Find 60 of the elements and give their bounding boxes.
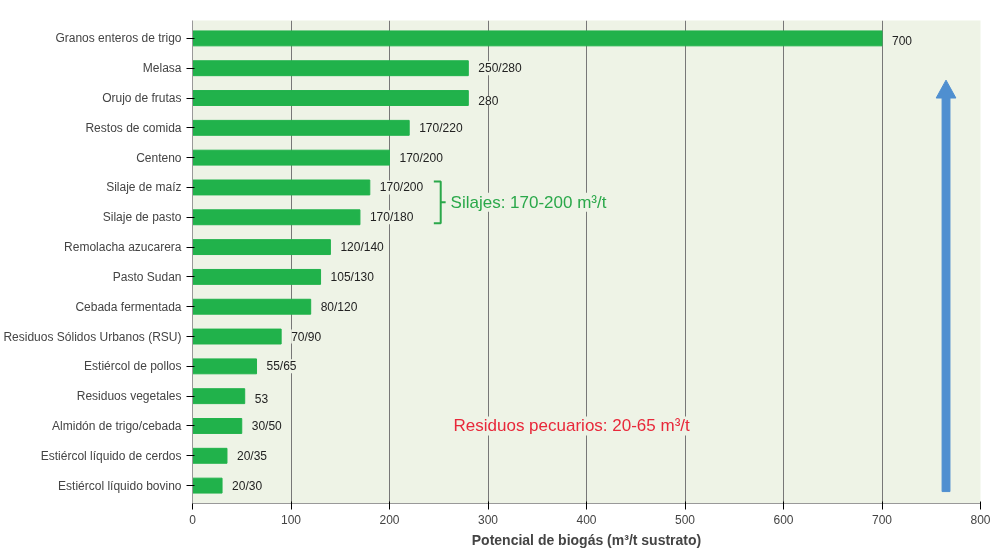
x-tick-label: 700 — [871, 512, 893, 527]
x-axis-title: Potencial de biogás (m³/t sustrato) — [471, 531, 702, 548]
annotation: Silajes: 170-200 m³/t — [450, 192, 607, 212]
data-label: 105/130 — [330, 269, 375, 284]
annotation: Residuos pecuarios: 20-65 m³/t — [453, 416, 691, 436]
data-label: 170/200 — [399, 150, 444, 165]
bar — [192, 209, 361, 226]
bar — [192, 328, 282, 345]
data-label: 170/180 — [369, 210, 414, 225]
x-tick-label: 200 — [379, 512, 400, 527]
y-tick-label: Remolacha azucarera — [64, 240, 182, 255]
data-label: 20/30 — [232, 478, 263, 493]
y-tick-label: Almidón de trigo/cebada — [52, 418, 182, 433]
y-tick-label: Pasto Sudan — [112, 269, 182, 284]
bar — [192, 90, 469, 106]
data-label: 280 — [478, 94, 499, 109]
bar — [192, 388, 246, 405]
x-tick-label: 300 — [477, 512, 499, 527]
bar — [192, 60, 469, 77]
bar — [192, 149, 390, 166]
data-label: 120/140 — [340, 240, 385, 255]
y-tick-label: Orujo de frutas — [102, 91, 182, 106]
data-label: 250/280 — [478, 61, 522, 76]
x-tick-label: 800 — [970, 512, 991, 527]
y-tick-label: Estiércol líquido de cerdos — [40, 448, 182, 463]
y-tick-label: Centeno — [136, 150, 182, 165]
data-label: 80/120 — [320, 299, 358, 314]
data-label: 700 — [892, 34, 913, 49]
bar — [192, 179, 371, 196]
bar — [192, 119, 410, 136]
x-tick-label: 100 — [280, 512, 302, 527]
y-tick-label: Melasa — [142, 61, 182, 76]
x-tick-label: 400 — [576, 512, 597, 527]
data-label: 70/90 — [291, 329, 322, 344]
x-tick-label: 600 — [773, 512, 794, 527]
bar — [192, 268, 322, 285]
y-tick-label: Estiércol líquido bovino — [58, 478, 182, 493]
bar — [192, 447, 228, 464]
bar — [192, 418, 243, 434]
bar — [192, 30, 883, 47]
data-label: 55/65 — [266, 359, 297, 374]
y-tick-label: Estiércol de pollos — [84, 359, 182, 374]
data-label: 170/200 — [379, 180, 424, 195]
y-tick-label: Residuos vegetales — [76, 389, 182, 404]
bar — [192, 477, 223, 494]
bar — [192, 298, 312, 315]
y-tick-label: Restos de comida — [85, 120, 182, 135]
data-label: 30/50 — [251, 418, 283, 433]
data-label: 20/35 — [236, 448, 268, 463]
data-label: 170/220 — [419, 120, 463, 135]
y-tick-label: Silaje de pasto — [102, 210, 182, 225]
y-tick-label: Residuos Sólidos Urbanos (RSU) — [3, 329, 182, 344]
bar — [192, 239, 331, 256]
x-tick-label: 0 — [189, 512, 197, 527]
bar — [192, 358, 258, 375]
data-label: 53 — [254, 392, 269, 407]
x-tick-label: 500 — [674, 512, 696, 527]
y-tick-label: Silaje de maíz — [106, 180, 182, 195]
y-tick-label: Granos enteros de trigo — [55, 31, 182, 46]
y-tick-label: Cebada fermentada — [75, 299, 182, 314]
